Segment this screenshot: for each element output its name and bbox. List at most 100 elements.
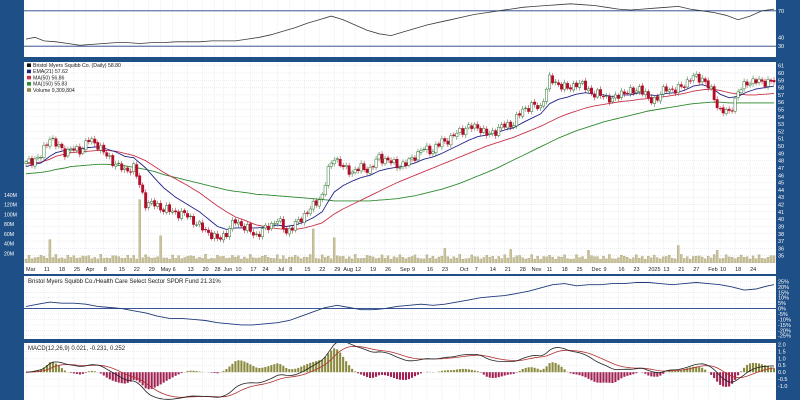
volume-bar xyxy=(700,256,704,263)
candle-down xyxy=(769,79,773,82)
price-panel: Bristol Myers Squibb Co. (Daily) 58.80EM… xyxy=(4,62,784,263)
price-tick-label: 49 xyxy=(778,151,784,157)
volume-tick-label: 20M xyxy=(4,251,14,257)
candle-down xyxy=(192,216,196,225)
macd-histogram-bar xyxy=(491,372,494,378)
candle-down xyxy=(688,80,692,82)
macd-histogram-bar xyxy=(243,361,246,373)
volume-bar xyxy=(177,255,180,263)
volume-bar xyxy=(318,258,321,263)
volume-bar xyxy=(769,255,773,263)
macd-histogram-bar xyxy=(369,372,372,378)
macd-histogram-bar xyxy=(372,372,375,378)
volume-bar xyxy=(75,258,79,263)
volume-bar xyxy=(383,257,387,263)
macd-histogram-bar xyxy=(509,372,512,375)
macd-histogram-bar xyxy=(545,366,548,373)
macd-histogram-bar xyxy=(752,362,755,373)
volume-bar xyxy=(521,257,524,263)
macd-histogram-bar xyxy=(156,372,159,387)
rsi-panel: 70 40 30 xyxy=(24,0,784,57)
volume-bar xyxy=(599,258,602,263)
candle-up xyxy=(628,87,632,94)
volume-bar xyxy=(461,258,465,263)
candle-up xyxy=(69,148,73,151)
candle-down xyxy=(183,210,187,213)
candle-up xyxy=(419,150,423,153)
volume-bar xyxy=(156,256,159,263)
candle-up xyxy=(736,91,740,98)
macd-histogram-bar xyxy=(54,363,57,373)
volume-bar xyxy=(638,257,641,263)
volume-bar xyxy=(641,256,644,263)
legend-label: EMA(21) 57.62 xyxy=(33,69,68,75)
macd-histogram-bar xyxy=(749,363,752,373)
volume-bar xyxy=(282,255,285,263)
macd-histogram-bar xyxy=(389,372,393,377)
macd-histogram-bar xyxy=(36,370,40,373)
volume-bar xyxy=(413,254,417,263)
candle-up xyxy=(359,163,363,172)
candle-up xyxy=(263,224,267,229)
volume-bar xyxy=(105,257,108,263)
macd-histogram-bar xyxy=(683,369,686,373)
macd-histogram-bar xyxy=(312,362,315,373)
candle-up xyxy=(269,223,273,230)
macd-histogram-bar xyxy=(162,372,165,383)
candle-down xyxy=(590,87,593,94)
date-tick-label: Oct xyxy=(460,267,469,273)
candle-up xyxy=(434,144,438,153)
volume-bar xyxy=(306,257,309,263)
volume-bar xyxy=(174,258,177,263)
volume-bar xyxy=(183,257,186,263)
macd-histogram-bar xyxy=(704,369,707,373)
volume-bar xyxy=(288,256,291,263)
candle-down xyxy=(144,192,148,209)
volume-bar xyxy=(614,258,617,263)
macd-histogram-bar xyxy=(593,372,596,382)
candle-down xyxy=(479,128,483,134)
candle-up xyxy=(36,156,40,159)
macd-histogram-bar xyxy=(300,366,303,373)
volume-bar xyxy=(291,256,294,263)
macd-histogram-bar xyxy=(437,371,440,373)
macd-histogram-bar xyxy=(440,370,443,373)
rsi-grid xyxy=(25,0,751,57)
volume-bar xyxy=(620,255,623,263)
volume-bar xyxy=(569,258,572,263)
macd-histogram-bar xyxy=(524,367,527,373)
volume-bar xyxy=(264,255,267,263)
volume-tick-label: 80M xyxy=(4,222,14,228)
candle-up xyxy=(156,203,160,207)
candle-down xyxy=(347,165,351,175)
candle-up xyxy=(652,97,656,104)
date-tick-label: 13 xyxy=(188,267,194,273)
candle-up xyxy=(374,158,378,168)
candle-up xyxy=(75,146,79,151)
date-tick-label: 11 xyxy=(547,267,553,273)
candle-up xyxy=(377,154,381,160)
candle-down xyxy=(54,138,58,147)
macd-histogram-bar xyxy=(769,367,773,373)
price-tick-label: 54 xyxy=(778,115,784,121)
candle-down xyxy=(682,86,686,88)
macd-histogram-bar xyxy=(174,372,177,376)
volume-bar xyxy=(353,254,357,263)
volume-bar xyxy=(683,258,686,263)
macd-histogram-bar xyxy=(470,369,473,373)
macd-histogram-bar xyxy=(626,372,629,376)
candle-up xyxy=(275,221,279,224)
candle-down xyxy=(105,152,109,157)
volume-bar xyxy=(126,255,129,263)
candle-up xyxy=(326,166,330,186)
macd-histogram-bar xyxy=(716,372,719,382)
candle-up xyxy=(287,228,291,235)
candle-up xyxy=(48,139,52,147)
volume-bar xyxy=(344,258,348,263)
macd-histogram-bar xyxy=(186,371,189,373)
candle-up xyxy=(222,233,225,241)
volume-bar xyxy=(635,254,638,263)
candle-up xyxy=(422,148,426,151)
macd-histogram-bar xyxy=(401,372,405,380)
volume-bar xyxy=(602,256,605,263)
